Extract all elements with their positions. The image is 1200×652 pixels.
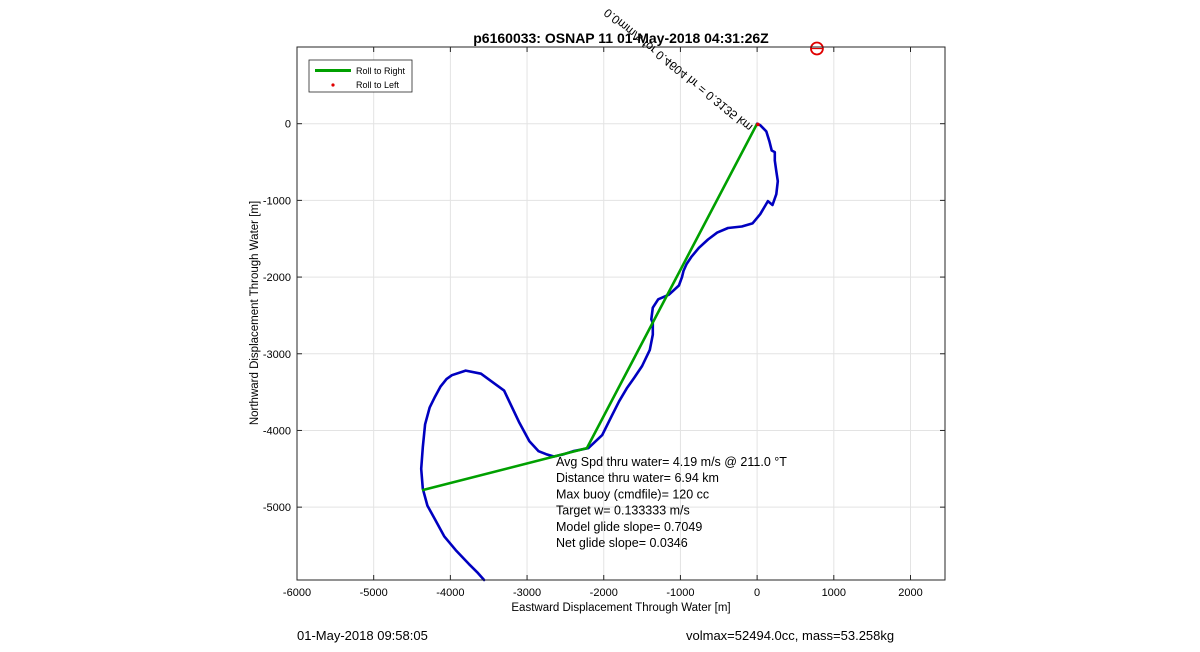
x-tick-label: -5000 xyxy=(360,587,388,599)
y-tick-label: 0 xyxy=(285,119,291,131)
x-tick-label: 2000 xyxy=(898,587,922,599)
roll-right-line xyxy=(421,123,759,492)
stats-line: Net glide slope= 0.0346 xyxy=(556,536,688,550)
legend-label-roll-right: Roll to Right xyxy=(356,66,406,76)
plot-frame xyxy=(296,46,946,581)
axis-ticks: -6000 -5000 -4000 -3000 -2000 -1000 0 1000 2000 -… xyxy=(263,47,945,599)
legend-label-roll-left: Roll to Left xyxy=(356,80,400,90)
y-tick-label: -2000 xyxy=(263,272,291,284)
y-tick-label: -4000 xyxy=(263,425,291,437)
footer-volmax-mass: volmax=52494.0cc, mass=53.258kg xyxy=(686,628,895,643)
stats-line: Target w= 0.133333 m/s xyxy=(556,504,690,518)
stats-line: Avg Spd thru water= 4.19 m/s @ 211.0 °T xyxy=(556,455,787,469)
x-tick-label: -6000 xyxy=(283,587,311,599)
y-tick-label: -1000 xyxy=(263,195,291,207)
series-layer xyxy=(419,41,824,582)
y-axis-label: Northward Displacement Through Water [m] xyxy=(249,201,261,425)
legend-box xyxy=(308,59,413,93)
dive-track-line xyxy=(419,122,780,582)
legend-swatch-roll-left xyxy=(331,83,335,87)
x-tick-label: -2000 xyxy=(590,587,618,599)
stats-block: Avg Spd thru water= 4.19 m/s @ 211.0 °T D… xyxy=(556,455,787,550)
stats-line: Model glide slope= 0.7049 xyxy=(556,520,702,534)
stats-line: Distance thru water= 6.94 km xyxy=(556,471,719,485)
x-axis-label: Eastward Displacement Through Water [m] xyxy=(511,602,730,614)
x-tick-label: 1000 xyxy=(822,587,846,599)
stats-line: Max buoy (cmdfile)= 120 cc xyxy=(556,487,709,501)
legend: Roll to Right Roll to Left xyxy=(308,59,413,93)
x-tick-label: -1000 xyxy=(666,587,694,599)
footer-timestamp: 01-May-2018 09:58:05 xyxy=(297,628,428,643)
y-tick-label: -3000 xyxy=(263,349,291,361)
y-tick-label: -5000 xyxy=(263,502,291,514)
chart-title: p6160033: OSNAP 11 01-May-2018 04:31:26Z xyxy=(473,30,769,46)
x-tick-label: -4000 xyxy=(436,587,464,599)
plot-area xyxy=(297,47,945,580)
x-tick-label: -3000 xyxy=(513,587,541,599)
x-tick-label: 0 xyxy=(754,587,760,599)
roll-left-point xyxy=(756,122,760,127)
